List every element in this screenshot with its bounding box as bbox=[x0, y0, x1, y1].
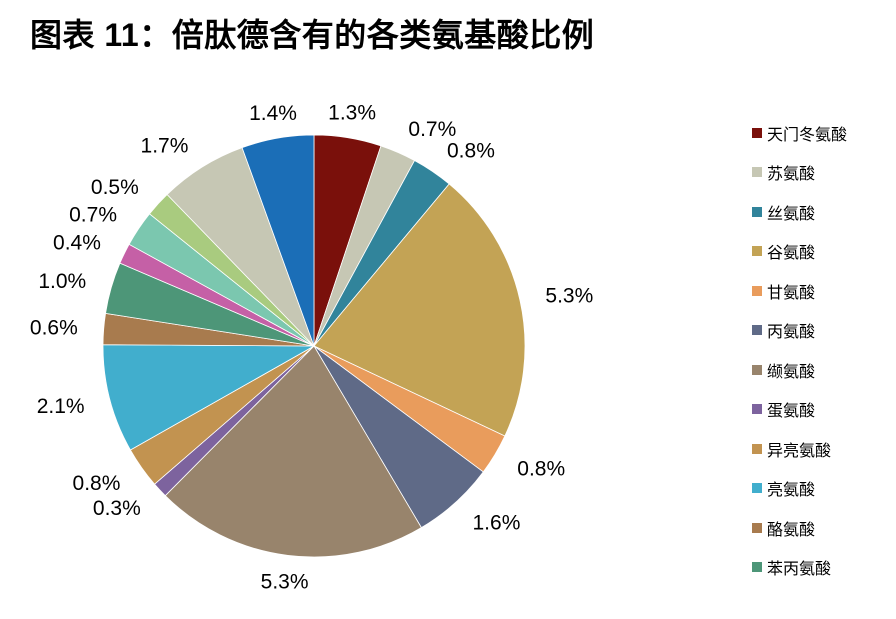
legend-swatch bbox=[752, 246, 762, 257]
slice-value-label: 0.7% bbox=[69, 204, 117, 227]
legend-item-label: 苏氨酸 bbox=[767, 166, 816, 184]
legend-swatch bbox=[752, 206, 762, 217]
pie-slice bbox=[313, 183, 526, 437]
legend-item: 天门冬氨酸 bbox=[752, 113, 847, 153]
legend-swatch bbox=[752, 127, 762, 138]
legend-item-label: 丙氨酸 bbox=[767, 324, 816, 342]
legend-swatch bbox=[752, 483, 762, 494]
legend-swatch bbox=[752, 364, 762, 375]
legend-item: 苯丙氨酸 bbox=[752, 548, 847, 588]
legend-item-label: 丝氨酸 bbox=[767, 205, 816, 223]
legend-item: 蛋氨酸 bbox=[752, 390, 847, 430]
slice-value-label: 5.3% bbox=[545, 284, 593, 307]
legend-item-label: 异亮氨酸 bbox=[767, 442, 832, 460]
legend-swatch bbox=[752, 167, 762, 178]
legend-item-label: 蛋氨酸 bbox=[767, 403, 816, 421]
slice-value-label: 1.6% bbox=[473, 512, 521, 535]
legend-item-label: 甘氨酸 bbox=[767, 284, 816, 302]
slice-value-label: 2.1% bbox=[37, 395, 85, 418]
legend-item-label: 酪氨酸 bbox=[767, 521, 816, 539]
pie-slice bbox=[164, 345, 422, 558]
chart-title: 图表 11：倍肽德含有的各类氨基酸比例 bbox=[30, 17, 595, 53]
legend-item: 亮氨酸 bbox=[752, 469, 847, 509]
legend-swatch bbox=[752, 325, 762, 336]
legend-item: 甘氨酸 bbox=[752, 271, 847, 311]
slice-value-label: 0.6% bbox=[30, 316, 78, 339]
legend-item: 丝氨酸 bbox=[752, 192, 847, 232]
legend-swatch bbox=[752, 404, 762, 415]
legend-item: 苏氨酸 bbox=[752, 153, 847, 193]
pie-slice bbox=[102, 344, 316, 451]
slice-value-label: 5.3% bbox=[261, 571, 309, 594]
slice-value-label: 1.7% bbox=[141, 134, 189, 157]
legend-item-label: 亮氨酸 bbox=[767, 482, 816, 500]
slice-value-label: 0.7% bbox=[408, 118, 456, 141]
slice-value-label: 0.4% bbox=[53, 232, 101, 255]
slice-value-label: 0.3% bbox=[93, 497, 141, 520]
slice-value-label: 1.3% bbox=[328, 101, 376, 124]
legend-item: 谷氨酸 bbox=[752, 232, 847, 272]
legend-item: 异亮氨酸 bbox=[752, 429, 847, 469]
pie-slice bbox=[241, 134, 315, 347]
slice-value-label: 0.8% bbox=[73, 472, 121, 495]
slice-value-label: 0.8% bbox=[447, 139, 495, 162]
legend-item: 酪氨酸 bbox=[752, 508, 847, 548]
legend-item-label: 缬氨酸 bbox=[767, 363, 816, 381]
legend-item-label: 天门冬氨酸 bbox=[767, 126, 848, 144]
legend-swatch bbox=[752, 562, 762, 573]
legend-item-label: 苯丙氨酸 bbox=[767, 561, 832, 579]
legend-item-label: 谷氨酸 bbox=[767, 245, 816, 263]
slice-value-label: 1.0% bbox=[38, 270, 86, 293]
legend-swatch bbox=[752, 285, 762, 296]
chart-legend: 天门冬氨酸苏氨酸丝氨酸谷氨酸甘氨酸丙氨酸缬氨酸蛋氨酸异亮氨酸亮氨酸酪氨酸苯丙氨酸 bbox=[752, 113, 847, 587]
legend-item: 缬氨酸 bbox=[752, 350, 847, 390]
slice-value-label: 1.4% bbox=[249, 102, 297, 125]
legend-swatch bbox=[752, 522, 762, 533]
slice-value-label: 0.5% bbox=[91, 176, 139, 199]
slice-value-label: 0.8% bbox=[517, 457, 565, 480]
legend-item: 丙氨酸 bbox=[752, 311, 847, 351]
legend-swatch bbox=[752, 443, 762, 454]
